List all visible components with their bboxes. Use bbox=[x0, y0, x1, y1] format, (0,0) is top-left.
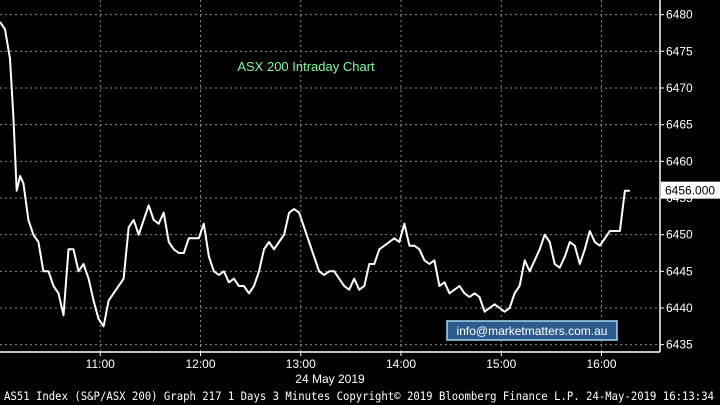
y-tick-label: 6435 bbox=[666, 338, 693, 352]
x-tick-label: 16:00 bbox=[587, 357, 617, 371]
chart-title: ASX 200 Intraday Chart bbox=[237, 59, 375, 74]
x-axis-ticks: 11:00 12:00 13:00 14:00 15:00 16:00 bbox=[86, 352, 617, 371]
y-tick-label: 6450 bbox=[666, 228, 693, 242]
x-axis-date-label: 24 May 2019 bbox=[295, 372, 365, 386]
y-tick-label: 6465 bbox=[666, 118, 693, 132]
x-tick-label: 14:00 bbox=[386, 357, 416, 371]
y-tick-label: 6460 bbox=[666, 154, 693, 168]
last-value-bg bbox=[661, 181, 720, 199]
y-tick-label: 6445 bbox=[666, 264, 693, 278]
x-tick-label: 13:00 bbox=[286, 357, 316, 371]
series-line bbox=[0, 21, 630, 328]
credit-box: info@marketmatters.com.au bbox=[446, 320, 618, 341]
y-tick-label: 6475 bbox=[666, 44, 693, 58]
last-value-label: 6456.000 bbox=[665, 184, 715, 198]
x-tick-label: 15:00 bbox=[486, 357, 516, 371]
last-value-badge: 6456.000 bbox=[661, 181, 720, 199]
x-tick-label: 11:00 bbox=[86, 357, 115, 371]
credit-email: info@marketmatters.com.au bbox=[457, 324, 608, 338]
x-tick-label: 12:00 bbox=[185, 357, 215, 371]
y-tick-label: 6440 bbox=[666, 301, 693, 315]
credit-box-bg bbox=[446, 320, 618, 341]
y-tick-label: 6480 bbox=[666, 8, 693, 22]
y-tick-label: 6470 bbox=[666, 81, 693, 95]
footer-text: AS51 Index (S&P/ASX 200) Graph 217 1 Day… bbox=[4, 389, 714, 403]
